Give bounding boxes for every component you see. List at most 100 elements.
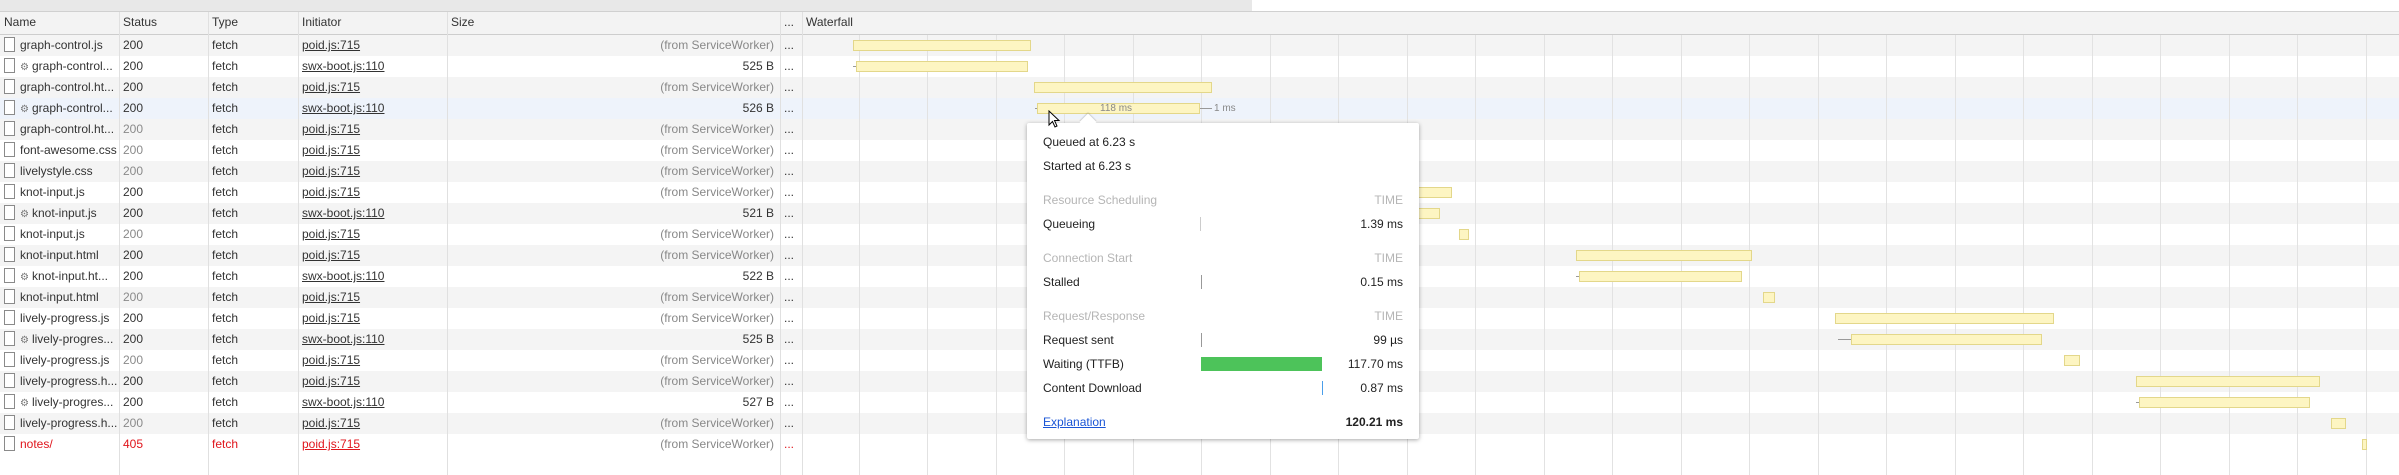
table-row[interactable]: lively-progress.js 200 fetch poid.js:715 (fr… <box>0 308 2399 329</box>
initiator-link[interactable]: poid.js:715 <box>302 80 361 94</box>
column-header-initiator[interactable]: Initiator <box>302 15 342 29</box>
initiator-link[interactable]: poid.js:715 <box>302 143 361 157</box>
waterfall-bar[interactable] <box>1034 82 1212 93</box>
cell-size: (from ServiceWorker) <box>660 311 774 325</box>
cell-name[interactable]: notes/ <box>0 434 119 455</box>
initiator-link[interactable]: poid.js:715 <box>302 38 361 52</box>
initiator-link[interactable]: poid.js:715 <box>302 353 361 367</box>
initiator-link[interactable]: swx-boot.js:110 <box>302 101 385 115</box>
table-row[interactable]: font-awesome.css 200 fetch poid.js:715 (from… <box>0 140 2399 161</box>
column-header-status[interactable]: Status <box>123 15 158 29</box>
waterfall-bar[interactable] <box>1763 292 1775 303</box>
cell-name[interactable]: ⚙ graph-control... <box>0 98 119 119</box>
cell-initiator: poid.js:715 <box>298 308 447 329</box>
cell-name[interactable]: knot-input.js <box>0 182 119 203</box>
table-row[interactable]: ⚙ knot-input.ht... 200 fetch swx-boot.js:110… <box>0 266 2399 287</box>
initiator-link[interactable]: swx-boot.js:110 <box>302 59 385 73</box>
cell-initiator: poid.js:715 <box>298 140 447 161</box>
initiator-link[interactable]: poid.js:715 <box>302 248 361 262</box>
initiator-link[interactable]: swx-boot.js:110 <box>302 206 385 220</box>
column-divider[interactable] <box>208 12 209 475</box>
initiator-link[interactable]: swx-boot.js:110 <box>302 269 385 283</box>
table-row[interactable]: knot-input.js 200 fetch poid.js:715 (from Se… <box>0 224 2399 245</box>
waterfall-bar[interactable] <box>2136 376 2320 387</box>
more-dots: ... <box>784 206 795 220</box>
explanation-link[interactable]: Explanation <box>1043 415 1106 429</box>
cell-name[interactable]: lively-progress.h... <box>0 413 119 434</box>
column-header-type[interactable]: Type <box>212 15 239 29</box>
initiator-link[interactable]: poid.js:715 <box>302 416 361 430</box>
cell-name[interactable]: knot-input.html <box>0 287 119 308</box>
table-row[interactable]: lively-progress.js 200 fetch poid.js:715 (fr… <box>0 350 2399 371</box>
cell-initiator: poid.js:715 <box>298 350 447 371</box>
initiator-link[interactable]: poid.js:715 <box>302 374 361 388</box>
waterfall-bar[interactable] <box>853 40 1031 51</box>
cell-name[interactable]: lively-progress.js <box>0 308 119 329</box>
waterfall-bar[interactable] <box>2331 418 2346 429</box>
cell-name[interactable]: ⚙ lively-progres... <box>0 392 119 413</box>
waterfall-gridline <box>927 35 928 475</box>
cell-more: ... <box>780 203 802 224</box>
column-header-more[interactable]: ... <box>784 15 795 29</box>
column-divider[interactable] <box>447 12 448 475</box>
file-icon <box>4 268 15 283</box>
waterfall-bar[interactable] <box>2362 439 2367 450</box>
waterfall-bar[interactable] <box>1579 271 1742 282</box>
waterfall-bar[interactable] <box>1459 229 1469 240</box>
initiator-link[interactable]: poid.js:715 <box>302 164 361 178</box>
cell-name[interactable]: font-awesome.css <box>0 140 119 161</box>
initiator-link[interactable]: poid.js:715 <box>302 437 361 451</box>
table-row[interactable]: graph-control.js 200 fetch poid.js:715 (from… <box>0 35 2399 56</box>
cell-type: fetch <box>212 353 239 367</box>
cell-name[interactable]: ⚙ lively-progres... <box>0 329 119 350</box>
initiator-link[interactable]: poid.js:715 <box>302 185 361 199</box>
initiator-link[interactable]: poid.js:715 <box>302 227 361 241</box>
more-dots: ... <box>784 38 795 52</box>
waterfall-gridline <box>2092 35 2093 475</box>
column-divider[interactable] <box>802 12 803 475</box>
waterfall-bar[interactable] <box>1851 334 2042 345</box>
queueing-mark <box>1200 217 1201 231</box>
mouse-cursor-icon <box>1048 110 1061 128</box>
waterfall-bar[interactable] <box>856 61 1028 72</box>
cell-name[interactable]: knot-input.html <box>0 245 119 266</box>
cell-initiator: poid.js:715 <box>298 161 447 182</box>
gear-icon: ⚙ <box>20 62 29 73</box>
column-divider[interactable] <box>119 12 120 475</box>
table-row[interactable]: ⚙ graph-control... 200 fetch swx-boot.js:110… <box>0 56 2399 77</box>
initiator-link[interactable]: swx-boot.js:110 <box>302 395 385 409</box>
more-dots: ... <box>784 122 795 136</box>
column-header-waterfall[interactable]: Waterfall <box>806 15 853 29</box>
initiator-link[interactable]: swx-boot.js:110 <box>302 332 385 346</box>
cell-name[interactable]: graph-control.ht... <box>0 119 119 140</box>
cell-name[interactable]: lively-progress.js <box>0 350 119 371</box>
cell-name[interactable]: ⚙ graph-control... <box>0 56 119 77</box>
cell-name[interactable]: graph-control.ht... <box>0 77 119 98</box>
cell-type: fetch <box>212 80 239 94</box>
cell-type: fetch <box>212 122 239 136</box>
waterfall-bar[interactable] <box>1576 250 1752 261</box>
column-header-name[interactable]: Name <box>4 15 37 29</box>
table-row[interactable]: knot-input.js 200 fetch poid.js:715 (from Se… <box>0 182 2399 203</box>
cell-name[interactable]: knot-input.js <box>0 224 119 245</box>
cell-name[interactable]: lively-progress.h... <box>0 371 119 392</box>
initiator-link[interactable]: poid.js:715 <box>302 311 361 325</box>
waterfall-bar[interactable] <box>1835 313 2054 324</box>
table-row[interactable]: notes/405 fetch poid.js:715 (from ServiceWo… <box>0 434 2399 455</box>
initiator-link[interactable]: poid.js:715 <box>302 290 361 304</box>
initiator-link[interactable]: poid.js:715 <box>302 122 361 136</box>
waterfall-bar[interactable] <box>2064 355 2080 366</box>
column-divider[interactable] <box>298 12 299 475</box>
file-icon <box>4 394 15 409</box>
cell-name[interactable]: ⚙ knot-input.ht... <box>0 266 119 287</box>
table-row[interactable]: ⚙ lively-progres... 200 fetch swx-boot.js:11… <box>0 392 2399 413</box>
waterfall-bar[interactable] <box>2139 397 2310 408</box>
section-connection-start: Connection Start TIME <box>1043 251 1403 265</box>
column-header-size[interactable]: Size <box>451 15 475 29</box>
cell-name[interactable]: graph-control.js <box>0 35 119 56</box>
cell-name[interactable]: livelystyle.css <box>0 161 119 182</box>
file-icon <box>4 37 15 52</box>
waterfall-bar[interactable] <box>1037 103 1200 114</box>
cell-name[interactable]: ⚙ knot-input.js <box>0 203 119 224</box>
column-divider[interactable] <box>780 12 781 475</box>
